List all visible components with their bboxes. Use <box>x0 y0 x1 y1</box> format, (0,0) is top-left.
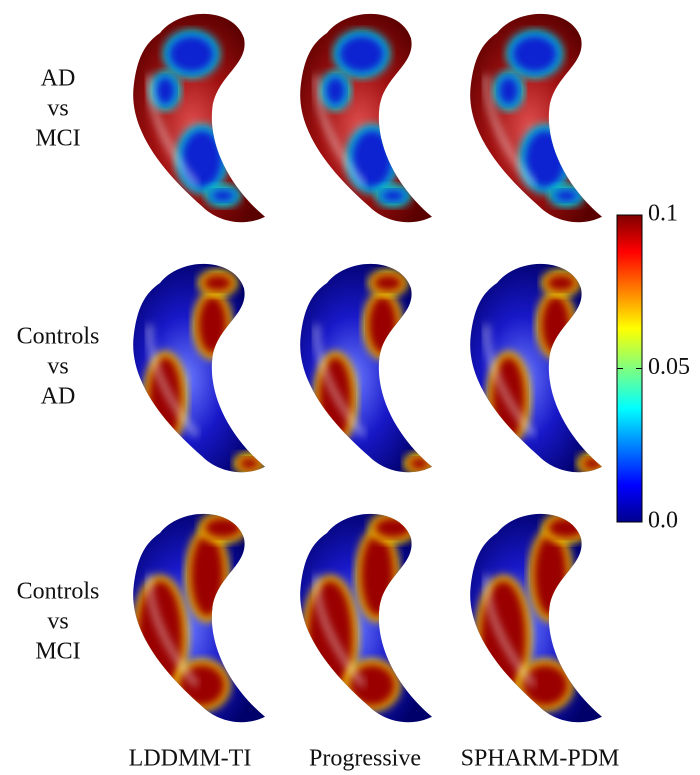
blob <box>546 274 576 292</box>
blob <box>338 35 385 73</box>
blob <box>547 517 586 539</box>
row-label: Controls <box>17 324 100 350</box>
blob <box>511 35 558 73</box>
blob <box>238 457 260 470</box>
column-label: LDDMM-TI <box>129 746 252 772</box>
blob <box>154 76 176 106</box>
hippocampus-surface <box>300 263 432 473</box>
highlight <box>313 74 366 187</box>
hippocampus-surface <box>470 513 602 723</box>
surface-blobs <box>492 29 585 208</box>
blob <box>380 189 406 203</box>
highlight <box>313 574 366 687</box>
column-label: SPHARM-PDM <box>461 746 620 772</box>
row-label: vs <box>47 354 68 380</box>
hippocampus-surface <box>300 513 432 723</box>
blob <box>367 295 398 355</box>
blob <box>522 664 569 707</box>
highlight <box>146 74 199 187</box>
blob <box>498 76 520 106</box>
blob <box>190 533 225 617</box>
hippocampus-surface <box>133 263 265 473</box>
hippocampus-surface <box>300 13 432 223</box>
blob <box>168 35 215 73</box>
blob <box>360 533 395 617</box>
row-label: Controls <box>17 579 100 605</box>
blob <box>582 457 602 470</box>
row-label: vs <box>47 96 68 122</box>
blob <box>197 295 228 355</box>
blob <box>148 356 183 441</box>
highlight <box>483 74 536 187</box>
blob <box>324 76 346 106</box>
blob <box>408 457 430 470</box>
blob <box>553 189 579 203</box>
surface-base <box>470 263 602 473</box>
highlight <box>313 324 366 437</box>
blob <box>374 517 413 539</box>
blob <box>351 129 394 189</box>
highlight <box>146 324 199 437</box>
hippocampus-surface <box>133 513 265 723</box>
colorbar-tick-label: 0.1 <box>648 201 678 227</box>
blob <box>533 533 568 617</box>
column-label: Progressive <box>309 746 421 772</box>
blob <box>181 129 223 189</box>
row-label: AD <box>41 66 76 92</box>
row-label: vs <box>47 609 68 635</box>
hippocampus-surface <box>133 13 265 223</box>
blob <box>204 517 242 539</box>
row-label: MCI <box>35 639 80 665</box>
blob <box>541 295 571 355</box>
highlight <box>146 574 199 687</box>
blob <box>210 189 236 203</box>
blob <box>203 274 233 292</box>
highlight <box>483 324 536 437</box>
blob <box>349 664 396 707</box>
row-label: MCI <box>35 126 80 152</box>
surface-blobs <box>149 29 241 208</box>
colorbar-tick-label: 0.0 <box>648 508 678 534</box>
colorbar-tick-label: 0.05 <box>648 354 690 380</box>
highlight <box>483 574 536 687</box>
row-label: AD <box>41 384 76 410</box>
hippocampus-surface <box>470 13 602 223</box>
blob <box>373 274 403 292</box>
hippocampus-surface <box>470 263 602 473</box>
